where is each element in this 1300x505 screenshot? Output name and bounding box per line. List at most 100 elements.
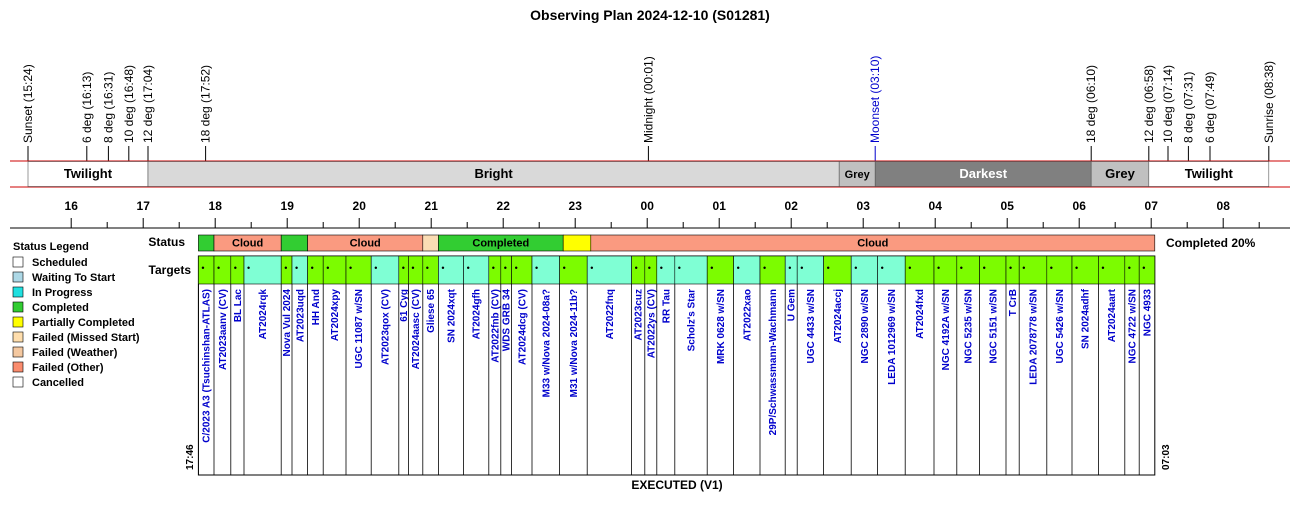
target-marker: •: [635, 263, 638, 273]
status-segment-completed[interactable]: [280, 234, 308, 252]
target-name-c-2023-a3-tsuchinshan-atlas[interactable]: C/2023 A3 (Tsuchinshan-ATLAS): [202, 289, 213, 443]
status-segment-failed-other[interactable]: [590, 234, 1156, 252]
status-segment-failed-weather[interactable]: [422, 234, 439, 252]
target-block-at2024accj[interactable]: [823, 255, 852, 285]
target-name-m33-w-nova-2024-08a[interactable]: M33 w/Nova 2024-08a?: [541, 289, 552, 397]
target-name-61-cyg[interactable]: 61 Cyg: [399, 289, 410, 322]
target-name-scholz-s-star[interactable]: Scholz's Star: [687, 289, 698, 352]
target-block-ugc-5426-w-sn[interactable]: [1046, 255, 1073, 285]
target-name-ngc-4722-w-sn[interactable]: NGC 4722 w/SN: [1128, 289, 1139, 363]
target-name-at2022fnq[interactable]: AT2022fnq: [605, 289, 616, 339]
target-name-at2024aart[interactable]: AT2024aart: [1107, 288, 1118, 342]
target-name-at2024aasc-cv[interactable]: AT2024aasc (CV): [411, 289, 422, 369]
target-name-sn-2024adhf[interactable]: SN 2024adhf: [1081, 288, 1092, 349]
target-marker: •: [1101, 263, 1104, 273]
target-name-at2022ys-cv[interactable]: AT2022ys (CV): [646, 289, 657, 358]
target-block-at2024rqk[interactable]: [243, 255, 282, 285]
target-name-rr-tau[interactable]: RR Tau: [661, 289, 672, 323]
target-name-ngc-5235-w-sn[interactable]: NGC 5235 w/SN: [964, 289, 975, 363]
target-name-at2024rqk[interactable]: AT2024rqk: [258, 289, 269, 340]
target-name-sn-2024xqt[interactable]: SN 2024xqt: [447, 288, 458, 343]
legend-swatch-failed-other: [12, 361, 24, 373]
target-block-t-crb[interactable]: [1005, 255, 1020, 285]
target-block-sn-2024xqt[interactable]: [438, 255, 464, 285]
legend-swatch-partially-completed: [12, 316, 24, 328]
target-block-at2024aart[interactable]: [1098, 255, 1126, 285]
hour-tick-label: 22: [497, 199, 511, 213]
event-label-6-deg-07-49: 6 deg (07:49): [1203, 72, 1217, 143]
target-marker: •: [737, 263, 740, 273]
target-name-ugc-11087-w-sn[interactable]: UGC 11087 w/SN: [354, 289, 365, 368]
target-name-at2023qox-cv[interactable]: AT2023qox (CV): [381, 289, 392, 365]
target-name-at2022fnb-cv[interactable]: AT2022fnb (CV): [490, 289, 501, 363]
target-marker: •: [426, 263, 429, 273]
target-name-nova-vul-2024[interactable]: Nova Vul 2024: [282, 289, 293, 357]
status-segment-partially-completed[interactable]: [562, 234, 592, 252]
target-block-ngc-5151-w-sn[interactable]: [979, 255, 1007, 285]
target-name-leda-2078778-w-sn[interactable]: LEDA 2078778 w/SN: [1029, 289, 1040, 385]
event-label-10-deg-07-14: 10 deg (07:14): [1161, 65, 1175, 143]
target-block-at2023cuz[interactable]: [631, 255, 646, 285]
target-marker: •: [937, 263, 940, 273]
target-name-wds-grb-34[interactable]: WDS GRB 34: [502, 289, 513, 352]
target-name-at2024gfh[interactable]: AT2024gfh: [472, 289, 483, 339]
target-block-at2022fnq[interactable]: [586, 255, 632, 285]
target-name-ngc-5151-w-sn[interactable]: NGC 5151 w/SN: [988, 289, 999, 363]
target-marker: •: [678, 263, 681, 273]
target-name-mrk-0628-w-sn[interactable]: MRK 0628 w/SN: [716, 289, 727, 364]
target-block-scholz-s-star[interactable]: [674, 255, 708, 285]
target-name-ngc-4933[interactable]: NGC 4933: [1143, 289, 1154, 337]
target-marker: •: [349, 263, 352, 273]
target-name-t-crb[interactable]: T CrB: [1008, 289, 1019, 316]
target-block-m31-w-nova-2024-11b[interactable]: [559, 255, 588, 285]
target-block-29p-schwassmann-wachmann[interactable]: [759, 255, 786, 285]
target-name-ngc-2890-w-sn[interactable]: NGC 2890 w/SN: [860, 289, 871, 363]
target-name-at2024dcg-cv[interactable]: AT2024dcg (CV): [517, 289, 528, 365]
target-name-hh-and[interactable]: HH And: [311, 289, 322, 325]
target-marker: •: [311, 263, 314, 273]
hour-tick-label: 06: [1073, 199, 1087, 213]
target-block-mrk-0628-w-sn[interactable]: [706, 255, 734, 285]
event-label-18-deg-17-52: 18 deg (17:52): [199, 65, 213, 143]
plan-end-time: 07:03: [1161, 444, 1172, 470]
band-label-bright: Bright: [474, 166, 513, 181]
target-name-ngc-4192a-w-sn[interactable]: NGC 4192A w/SN: [941, 289, 952, 370]
target-name-at2022xao[interactable]: AT2022xao: [742, 289, 753, 341]
target-marker: •: [411, 263, 414, 273]
target-marker: •: [908, 263, 911, 273]
target-name-at2023aanv-cv[interactable]: AT2023aanv (CV): [218, 289, 229, 370]
target-name-at2023cuz[interactable]: AT2023cuz: [634, 289, 645, 341]
target-block-bl-lac[interactable]: [230, 255, 245, 285]
target-block-ugc-4433-w-sn[interactable]: [796, 255, 824, 285]
target-name-at2024xpy[interactable]: AT2024xpy: [330, 289, 341, 342]
legend-label-partially-completed: Partially Completed: [32, 317, 135, 329]
target-name-m31-w-nova-2024-11b[interactable]: M31 w/Nova 2024-11b?: [569, 289, 580, 397]
target-name-gliese-65[interactable]: Gliese 65: [426, 289, 437, 333]
target-name-29p-schwassmann-wachmann[interactable]: 29P/Schwassmann-Wachmann: [768, 289, 779, 435]
target-block-leda-1012969-w-sn[interactable]: [877, 255, 906, 285]
target-name-u-gem[interactable]: U Gem: [787, 289, 798, 321]
target-marker: •: [535, 263, 538, 273]
target-name-at2023uqd[interactable]: AT2023uqd: [295, 289, 306, 342]
hour-tick-label: 04: [929, 199, 943, 213]
target-block-ngc-2890-w-sn[interactable]: [850, 255, 878, 285]
target-block-ngc-4933[interactable]: [1138, 255, 1156, 285]
target-name-at2024fxd[interactable]: AT2024fxd: [915, 289, 926, 339]
target-block-at2024fxd[interactable]: [904, 255, 935, 285]
band-label-grey: Grey: [845, 169, 871, 181]
target-name-ugc-4433-w-sn[interactable]: UGC 4433 w/SN: [806, 289, 817, 363]
legend-label-completed: Completed: [32, 302, 89, 314]
target-name-bl-lac[interactable]: BL Lac: [233, 289, 244, 323]
target-name-leda-1012969-w-sn[interactable]: LEDA 1012969 w/SN: [887, 289, 898, 385]
status-segment-completed[interactable]: [198, 234, 215, 252]
target-block-ugc-11087-w-sn[interactable]: [345, 255, 372, 285]
event-label-midnight-00-01: Midnight (00:01): [641, 56, 655, 143]
target-marker: •: [788, 263, 791, 273]
target-name-ugc-5426-w-sn[interactable]: UGC 5426 w/SN: [1055, 289, 1066, 363]
target-block-sn-2024adhf[interactable]: [1071, 255, 1099, 285]
target-name-at2024accj[interactable]: AT2024accj: [833, 289, 844, 344]
target-marker: •: [648, 263, 651, 273]
hour-tick-label: 01: [713, 199, 727, 213]
target-block-leda-2078778-w-sn[interactable]: [1018, 255, 1048, 285]
